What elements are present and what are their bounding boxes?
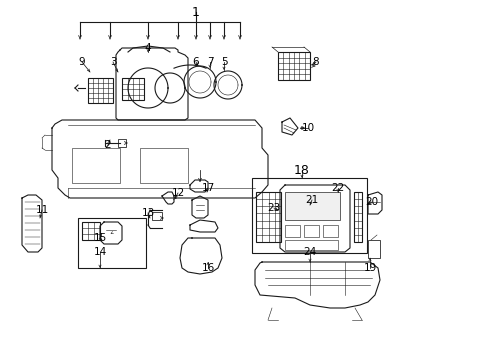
Text: 24: 24 bbox=[303, 247, 316, 257]
Bar bbox=[285, 240, 337, 250]
Text: 6: 6 bbox=[192, 57, 199, 67]
Text: 12: 12 bbox=[171, 188, 184, 198]
Text: 2: 2 bbox=[104, 140, 111, 150]
Text: 7: 7 bbox=[206, 57, 213, 67]
Bar bbox=[278, 52, 309, 80]
Bar bbox=[285, 192, 339, 220]
Text: 22: 22 bbox=[331, 183, 344, 193]
Bar bbox=[78, 218, 146, 268]
Bar bbox=[304, 225, 318, 237]
Text: 5: 5 bbox=[220, 57, 227, 67]
Bar bbox=[122, 78, 143, 100]
Bar bbox=[88, 78, 113, 103]
Bar bbox=[82, 222, 100, 240]
Bar bbox=[323, 225, 337, 237]
Bar bbox=[152, 212, 162, 220]
Text: 15: 15 bbox=[93, 233, 106, 243]
Text: 4: 4 bbox=[144, 43, 151, 53]
Text: 19: 19 bbox=[363, 263, 376, 273]
Text: 1: 1 bbox=[192, 5, 200, 18]
Text: 3: 3 bbox=[109, 57, 116, 67]
Bar bbox=[285, 225, 299, 237]
Text: 17: 17 bbox=[201, 183, 214, 193]
Text: 10: 10 bbox=[301, 123, 314, 133]
Text: 8: 8 bbox=[312, 57, 319, 67]
Bar bbox=[72, 148, 120, 183]
Bar bbox=[251, 178, 366, 253]
Bar bbox=[140, 148, 187, 183]
Bar bbox=[353, 192, 361, 242]
Text: 14: 14 bbox=[93, 247, 106, 257]
Text: 9: 9 bbox=[79, 57, 85, 67]
Text: 16: 16 bbox=[201, 263, 214, 273]
Bar bbox=[256, 192, 281, 242]
Text: 18: 18 bbox=[293, 163, 309, 176]
Text: 13: 13 bbox=[141, 208, 154, 218]
Text: 23: 23 bbox=[267, 203, 280, 213]
Text: 11: 11 bbox=[35, 205, 48, 215]
Bar bbox=[118, 139, 126, 147]
Text: 21: 21 bbox=[305, 195, 318, 205]
Text: 20: 20 bbox=[365, 197, 378, 207]
Bar bbox=[367, 240, 379, 258]
